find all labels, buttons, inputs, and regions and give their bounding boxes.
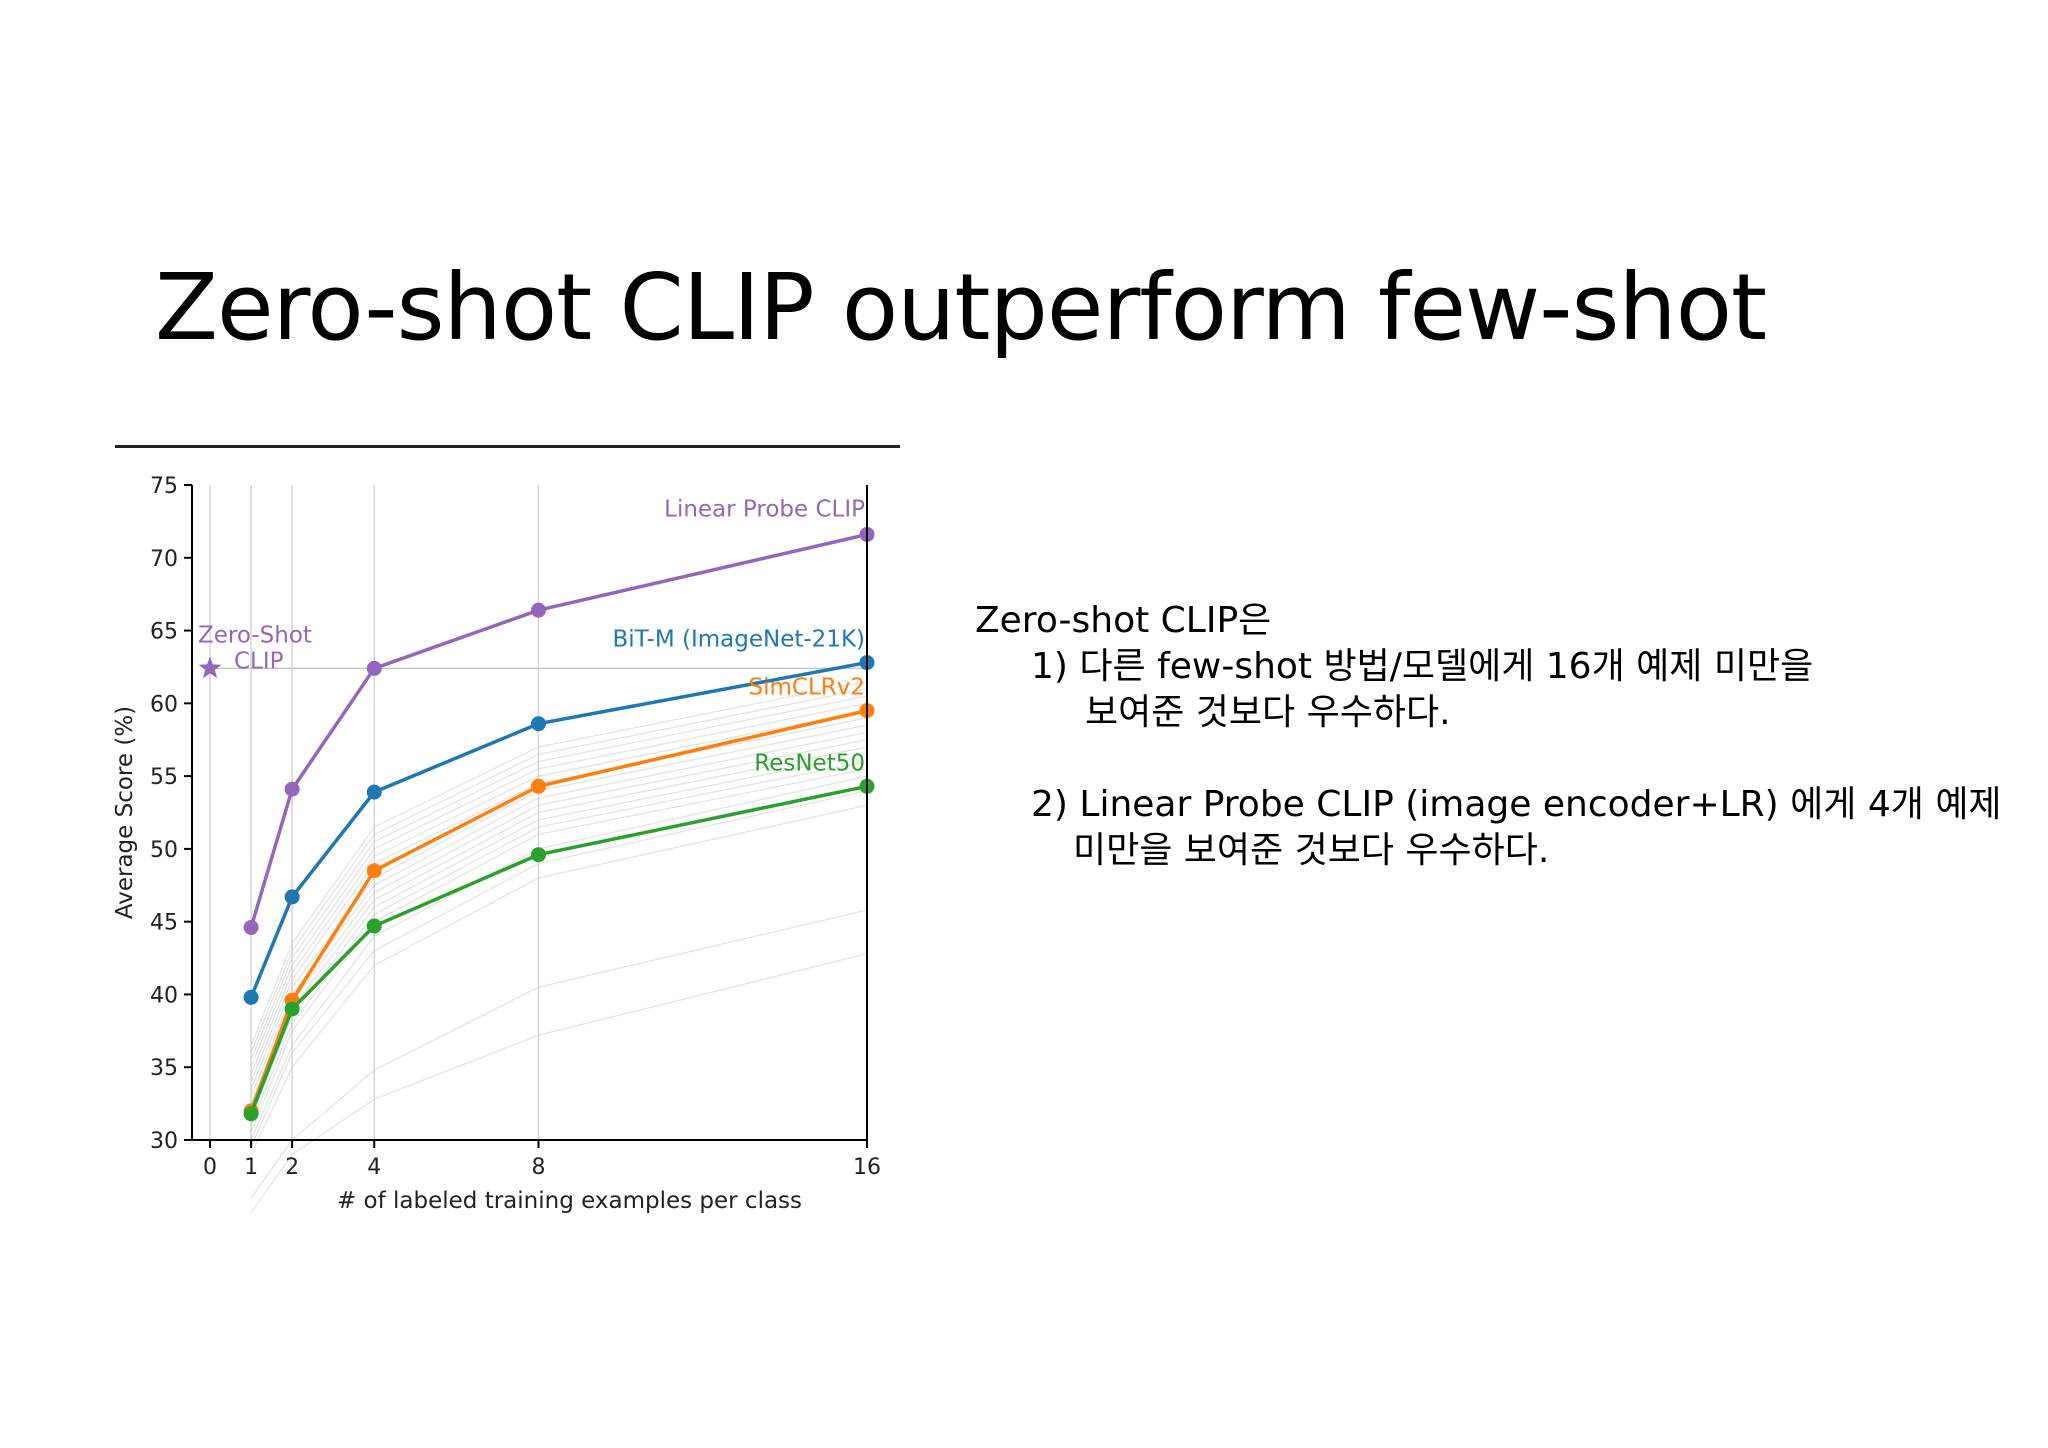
x-tick-label: 1 xyxy=(244,1155,258,1180)
series-point xyxy=(366,918,382,934)
description-block: Zero-shot CLIP은 1) 다른 few-shot 방법/모델에게 1… xyxy=(975,598,2035,874)
background-line xyxy=(250,710,868,1075)
y-tick-label: 35 xyxy=(150,1056,178,1081)
series-point xyxy=(366,863,382,879)
y-tick-label: 70 xyxy=(150,547,178,572)
y-tick-label: 60 xyxy=(150,692,178,717)
y-tick-label: 50 xyxy=(150,838,178,863)
x-tick-label: 16 xyxy=(853,1155,881,1180)
y-tick-label: 40 xyxy=(150,983,178,1008)
background-line xyxy=(250,695,868,1061)
background-line xyxy=(250,775,868,1141)
series-point xyxy=(243,1106,259,1122)
y-tick-label: 55 xyxy=(150,765,178,790)
series-point xyxy=(366,660,382,676)
background-line xyxy=(250,760,868,1126)
series-point xyxy=(243,989,259,1005)
main-series xyxy=(198,526,875,1122)
series-line xyxy=(249,784,868,1115)
description-heading: Zero-shot CLIP은 xyxy=(975,600,1272,641)
series-label: ResNet50 xyxy=(754,750,865,776)
y-tick-label: 45 xyxy=(150,911,178,936)
background-line xyxy=(250,680,868,1046)
series-label: SimCLRv2 xyxy=(749,675,866,701)
series-label: Linear Probe CLIP xyxy=(664,496,865,522)
x-tick-label: 2 xyxy=(285,1155,299,1180)
series-point xyxy=(531,847,546,863)
x-tick-label: 0 xyxy=(203,1155,217,1180)
zero-shot-label: Zero-Shot xyxy=(198,622,312,648)
point-2-line-2: 미만을 보여준 것보다 우수하다. xyxy=(1073,830,1550,871)
series-point xyxy=(366,784,382,800)
series-point xyxy=(243,919,259,935)
series-point xyxy=(284,1001,300,1017)
background-line xyxy=(250,909,868,1199)
background-line xyxy=(250,753,868,1119)
point-1-line-1: 1) 다른 few-shot 방법/모델에게 16개 예제 미만을 xyxy=(1031,646,1814,687)
background-line xyxy=(250,688,868,1053)
background-line xyxy=(250,731,868,1097)
series-point xyxy=(531,602,546,618)
point-2-line-1: 2) Linear Probe CLIP (image encoder+LR) … xyxy=(1031,784,2002,825)
x-axis-label: # of labeled training examples per class xyxy=(337,1188,802,1214)
y-tick-label: 75 xyxy=(150,474,178,499)
series-point xyxy=(531,716,546,732)
chart-labels: 30 35 40 45 50 55 60 65 70 75 0 1 2 4 8 16 # of labeled … xyxy=(112,474,881,1214)
background-line xyxy=(250,790,868,1148)
x-tick-label: 8 xyxy=(532,1155,546,1180)
background-line xyxy=(250,953,868,1214)
zero-shot-label: CLIP xyxy=(234,648,284,674)
x-tick-label: 4 xyxy=(367,1155,381,1180)
series-point xyxy=(531,778,546,794)
background-line xyxy=(250,804,868,1155)
y-axis-label: Average Score (%) xyxy=(112,706,138,919)
y-tick-label: 65 xyxy=(150,620,178,645)
slide-title: Zero-shot CLIP outperform few-shot xyxy=(155,254,1767,361)
zero-shot-star xyxy=(198,656,222,679)
axes xyxy=(184,484,868,1148)
y-tick-label: 30 xyxy=(150,1129,178,1154)
point-1-line-2: 보여준 것보다 우수하다. xyxy=(1085,692,1451,733)
series-label: BiT-M (ImageNet-21K) xyxy=(612,627,865,653)
series-point xyxy=(284,781,300,797)
title-divider xyxy=(115,445,900,448)
few-shot-chart: 30 35 40 45 50 55 60 65 70 75 0 1 2 4 8 16 # of labeled … xyxy=(112,474,881,1214)
series-point xyxy=(284,889,300,905)
background-line xyxy=(250,702,868,1068)
